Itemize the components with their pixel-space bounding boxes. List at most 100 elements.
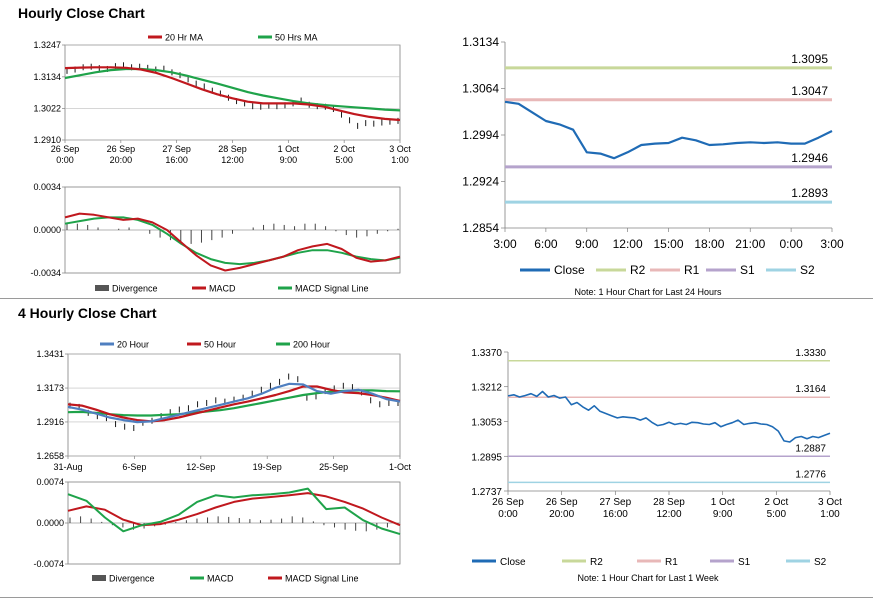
- four-hourly-pivot-legend-r1: R1: [665, 557, 678, 568]
- four-hourly-50h-line: [67, 385, 401, 423]
- four-hourly-pivot-level-label-s1: 1.2887: [795, 443, 826, 454]
- hourly-pivot-level-label-s2: 1.2893: [791, 186, 828, 200]
- hourly-pivot-xtick-label: 12:00: [613, 237, 643, 251]
- four-hourly-pivot-ytick-label: 1.3053: [471, 418, 502, 429]
- hourly-pivot-xtick-label: 21:00: [735, 237, 765, 251]
- hourly-legend-20hr-label: 20 Hr MA: [165, 33, 203, 43]
- four-hourly-pivot-xtick-label: 3 Oct 1:00: [818, 497, 842, 520]
- hourly-price-xtick-label: 26 Sep 0:00: [51, 144, 80, 165]
- four-hourly-macd-legend-macd-label: MACD: [207, 574, 234, 584]
- hourly-pivot-ytick-label: 1.3134: [462, 35, 499, 49]
- hourly-legend-50hr-label: 50 Hrs MA: [275, 33, 318, 43]
- four-hourly-pivot-xtick-label: 26 Sep 0:00: [492, 497, 524, 520]
- four-hourly-pivot-legend-close: Close: [500, 557, 526, 568]
- hourly-pivot-xtick-label: 3:00: [820, 237, 844, 251]
- hourly-macd-ytick-label: -0.0034: [30, 268, 61, 278]
- four-hourly-price-xtick-label: 25-Sep: [319, 462, 348, 472]
- hourly-50hr-ma-line: [64, 67, 401, 112]
- four-hourly-legend-20h-label: 20 Hour: [117, 340, 149, 350]
- four-hourly-price-xtick-label: 6-Sep: [122, 462, 146, 472]
- hourly-pivot-legend-r1: R1: [684, 263, 700, 277]
- hourly-section-title: Hourly Close Chart: [18, 5, 145, 21]
- hourly-pivot-ytick-label: 1.2994: [462, 128, 499, 142]
- four-hourly-pivot-ytick-label: 1.3370: [471, 348, 502, 359]
- four-hourly-pivot-xtick-label: 27 Sep 16:00: [599, 497, 631, 520]
- hourly-pivot-xtick-label: 0:00: [779, 237, 803, 251]
- four-hourly-pivot-note: Note: 1 Hour Chart for Last 1 Week: [578, 573, 719, 583]
- four-hourly-pivot-level-label-s2: 1.2776: [795, 469, 826, 480]
- four-hourly-pivot-legend-s2: S2: [814, 557, 827, 568]
- hourly-price-ytick-label: 1.2910: [33, 135, 61, 145]
- four-hourly-pivot-ytick-label: 1.2737: [471, 487, 502, 498]
- hourly-pivot-xtick-label: 18:00: [694, 237, 724, 251]
- hourly-pivot-legend-s2: S2: [800, 263, 815, 277]
- four-hourly-pivot-level-label-r1: 1.3164: [795, 384, 826, 395]
- hourly-price-xtick-label: 28 Sep 12:00: [218, 144, 247, 165]
- four-hourly-pivot-level-label-r2: 1.3330: [795, 348, 826, 359]
- hourly-pivot-level-label-s1: 1.2946: [791, 151, 828, 165]
- hourly-pivot-level-label-r2: 1.3095: [791, 52, 828, 66]
- hourly-macd-ytick-label: 0.0034: [33, 182, 61, 192]
- four-hourly-200h-line: [67, 389, 401, 417]
- four-hourly-price-xtick-label: 19-Sep: [253, 462, 282, 472]
- four-hourly-macd-ytick-label: -0.0074: [33, 559, 64, 569]
- hourly-macd-line: [64, 212, 401, 272]
- hourly-price-xtick-label: 26 Sep 20:00: [107, 144, 136, 165]
- hourly-pivot-ytick-label: 1.3064: [462, 82, 499, 96]
- four-hourly-pivot-ytick-label: 1.2895: [471, 452, 502, 463]
- four-hourly-legend-200h-label: 200 Hour: [293, 340, 330, 350]
- four-hourly-pivot-ytick-label: 1.3212: [471, 383, 502, 394]
- four-hourly-price-xtick-label: 31-Aug: [53, 462, 82, 472]
- bottom-divider: [0, 597, 873, 598]
- four-hourly-macd-ytick-label: 0.0074: [36, 477, 64, 487]
- hourly-macd-legend-signal-label: MACD Signal Line: [295, 284, 369, 294]
- four-hourly-signal-line: [67, 492, 401, 527]
- hourly-signal-line: [64, 216, 401, 266]
- four-hourly-macd-line: [67, 487, 401, 536]
- four-hourly-price-ytick-label: 1.3173: [36, 383, 64, 393]
- hourly-pivot-note: Note: 1 Hour Chart for Last 24 Hours: [574, 287, 722, 297]
- four-hourly-price-ytick-label: 1.2916: [36, 417, 64, 427]
- four-hourly-price-ytick-label: 1.2658: [36, 451, 64, 461]
- hourly-pivot-legend-s1: S1: [740, 263, 755, 277]
- hourly-price-xtick-label: 3 Oct 1:00: [389, 144, 411, 165]
- hourly-pivot-xtick-label: 6:00: [534, 237, 558, 251]
- hourly-pivot-close-line: [504, 100, 833, 160]
- hourly-price-ytick-label: 1.3247: [33, 40, 61, 50]
- hourly-price-xtick-label: 1 Oct 9:00: [278, 144, 300, 165]
- hourly-macd-ytick-label: 0.0000: [33, 225, 61, 235]
- hourly-price-xtick-label: 2 Oct 5:00: [333, 144, 355, 165]
- four-hourly-pivot-close-line: [507, 390, 831, 443]
- four-hourly-pivot-xtick-label: 28 Sep 12:00: [653, 497, 685, 520]
- four-hourly-pivot-legend-s1: S1: [738, 557, 751, 568]
- hourly-price-xtick-label: 27 Sep 16:00: [162, 144, 191, 165]
- four-hourly-pivot-xtick-label: 1 Oct 9:00: [711, 497, 735, 520]
- four-hourly-20h-line: [67, 382, 401, 424]
- hourly-pivot-legend-close: Close: [554, 263, 585, 277]
- four-hourly-macd-legend-signal-label: MACD Signal Line: [285, 574, 359, 584]
- hourly-price-frame: [64, 44, 401, 141]
- four-hourly-price-xtick-label: 12-Sep: [186, 462, 215, 472]
- hourly-pivot-xtick-label: 3:00: [493, 237, 517, 251]
- hourly-pivot-xtick-label: 9:00: [575, 237, 599, 251]
- four-hourly-legend-50h-label: 50 Hour: [204, 340, 236, 350]
- four-hourly-pivot-xtick-label: 26 Sep 20:00: [546, 497, 578, 520]
- hourly-pivot-ytick-label: 1.2854: [462, 221, 499, 235]
- four-hourly-pivot-xtick-label: 2 Oct 5:00: [764, 497, 788, 520]
- four-hourly-macd-legend-divergence-label: Divergence: [109, 574, 155, 584]
- hourly-price-ytick-label: 1.3134: [33, 72, 61, 82]
- four-hourly-price-xtick-label: 1-Oct: [389, 462, 412, 472]
- hourly-20hr-ma-line: [64, 66, 401, 122]
- hourly-pivot-legend-r2: R2: [630, 263, 646, 277]
- hourly-pivot-xtick-label: 15:00: [653, 237, 683, 251]
- four-hourly-macd-ytick-label: 0.0000: [36, 518, 64, 528]
- four-hourly-pivot-legend-r2: R2: [590, 557, 603, 568]
- hourly-price-ytick-label: 1.3022: [33, 103, 61, 113]
- four-hourly-price-ytick-label: 1.3431: [36, 349, 64, 359]
- hourly-macd-legend-divergence-label: Divergence: [112, 284, 158, 294]
- four-hourly-section-title: 4 Hourly Close Chart: [18, 305, 157, 321]
- hourly-macd-legend-macd-label: MACD: [209, 284, 236, 294]
- hourly-pivot-level-label-r1: 1.3047: [791, 84, 828, 98]
- section-divider: [0, 298, 873, 299]
- hourly-pivot-ytick-label: 1.2924: [462, 175, 499, 189]
